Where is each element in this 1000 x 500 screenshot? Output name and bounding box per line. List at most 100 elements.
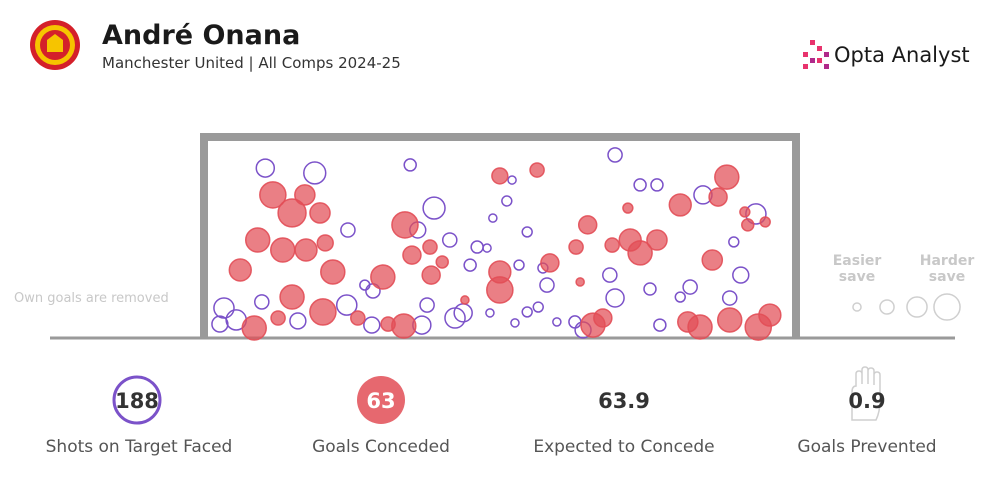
save-shot: [422, 196, 446, 220]
goal-shot: [758, 303, 782, 327]
save-shot: [507, 175, 517, 185]
brand-name: Opta Analyst: [834, 43, 970, 67]
save-shot: [441, 232, 458, 248]
save-shot: [463, 258, 477, 272]
goal-shot: [435, 255, 449, 269]
legend: Easier save Harder save: [833, 253, 975, 321]
goal-shot: [577, 215, 598, 235]
save-shot: [513, 259, 525, 271]
save-shot: [419, 297, 435, 313]
save-shot: [359, 279, 371, 291]
glove-icon: [851, 366, 881, 421]
save-shot: [510, 318, 520, 328]
save-shot: [532, 301, 544, 313]
save-shot: [552, 317, 562, 327]
stat-label: Expected to Concede: [533, 437, 714, 457]
goal-shot: [708, 187, 728, 207]
save-shot: [521, 306, 533, 318]
stat-value: 0.9: [848, 389, 885, 413]
save-shot: [653, 318, 667, 332]
legend-label: Harder save: [920, 253, 975, 285]
legend-label: Easier save: [833, 253, 882, 285]
goal-shot: [604, 237, 620, 253]
goal-shot: [668, 193, 692, 217]
stats: 188 Shots on Target Faced 63 Goals Conceded…: [46, 366, 937, 457]
player-name: André Onana: [102, 20, 300, 51]
goal-shot: [421, 265, 441, 285]
save-shot: [501, 195, 513, 207]
stat-label: Goals Prevented: [797, 437, 936, 457]
goal-shot: [759, 216, 771, 228]
save-shot: [340, 222, 356, 238]
legend-size: [852, 302, 862, 312]
save-shot: [488, 213, 498, 223]
goal-shot: [320, 259, 346, 285]
stat-value: 63.9: [598, 389, 650, 413]
goal-shot: [575, 277, 585, 287]
goal-shot: [270, 310, 286, 326]
goal-shot: [277, 198, 307, 228]
goal-shot: [540, 253, 560, 273]
goal-shot: [380, 316, 396, 332]
save-shot: [521, 226, 533, 238]
goal-shot: [486, 276, 514, 304]
goal-shot: [422, 239, 438, 255]
brand-logo: [803, 40, 829, 69]
goal-shot: [646, 229, 668, 251]
save-shot: [607, 147, 623, 163]
legend-size: [906, 296, 928, 318]
goal-shot: [391, 211, 419, 239]
save-shot: [633, 178, 647, 192]
goal-shot: [714, 164, 740, 190]
goal-shot: [259, 181, 287, 209]
goal-shot: [529, 162, 545, 178]
save-shot: [403, 158, 417, 172]
goal-shot: [244, 227, 271, 253]
save-shot: [732, 266, 750, 284]
goal-shot: [350, 310, 366, 326]
subtitle: Manchester United | All Comps 2024-25: [102, 54, 401, 72]
legend-size: [879, 299, 895, 315]
goal-shot: [716, 307, 743, 333]
save-shot: [682, 279, 698, 295]
goal-shot: [460, 295, 470, 305]
save-shot: [255, 158, 276, 178]
goal-shot: [241, 315, 267, 341]
goal-shot: [316, 234, 334, 252]
save-shot: [211, 315, 229, 333]
goal-shot: [309, 202, 331, 224]
goal-shot: [593, 308, 613, 328]
save-shot: [363, 316, 381, 334]
goal-shot: [402, 245, 422, 265]
save-shot: [643, 282, 657, 296]
goal-shot: [627, 240, 653, 266]
save-shot: [485, 308, 495, 318]
goal-shot: [739, 206, 751, 218]
stat-value: 63: [366, 389, 395, 413]
stat-label: Goals Conceded: [312, 437, 450, 457]
goal-shot: [677, 311, 699, 333]
save-shot: [253, 294, 270, 310]
save-shot: [674, 291, 686, 303]
save-shot: [303, 161, 327, 185]
goal-shot: [309, 298, 337, 326]
legend-size: [933, 293, 961, 321]
save-shot: [289, 312, 307, 330]
save-shot: [482, 243, 492, 253]
goal-shot: [228, 258, 252, 282]
goal-shot: [279, 284, 305, 310]
goal-frame: [200, 133, 800, 338]
note: Own goals are removed: [14, 291, 169, 306]
stat-badge: [357, 376, 405, 424]
save-shot: [605, 288, 625, 308]
goal-shot: [294, 238, 318, 262]
goal-shot: [270, 237, 296, 263]
stat-badge: [112, 375, 162, 425]
goal-shot: [294, 184, 316, 206]
goal-shot: [370, 264, 396, 290]
save-shot: [721, 290, 738, 306]
save-shot: [335, 294, 358, 316]
goal-shot: [491, 167, 509, 185]
